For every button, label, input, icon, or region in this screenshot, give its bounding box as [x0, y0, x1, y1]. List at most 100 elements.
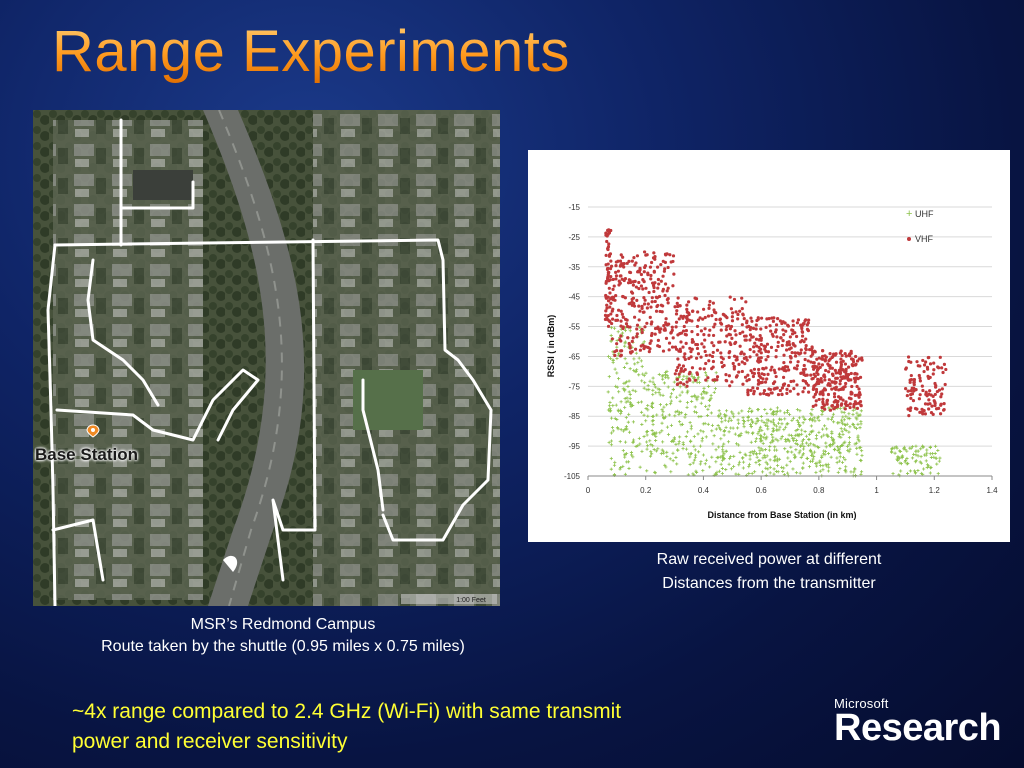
- vhf-point: [625, 318, 629, 322]
- vhf-point: [703, 338, 707, 342]
- vhf-point: [656, 344, 660, 348]
- vhf-point: [679, 369, 683, 373]
- uhf-point: [750, 450, 754, 454]
- uhf-point: [811, 457, 815, 461]
- uhf-point: [838, 467, 842, 471]
- vhf-point: [785, 387, 789, 391]
- vhf-point: [609, 264, 614, 268]
- vhf-point: [818, 378, 823, 382]
- uhf-point: [916, 468, 920, 473]
- uhf-point: [794, 441, 798, 446]
- map-caption-line2: Route taken by the shuttle (0.95 miles x…: [101, 638, 465, 655]
- uhf-point: [803, 429, 807, 434]
- vhf-point: [690, 309, 695, 313]
- vhf-point: [839, 368, 843, 372]
- uhf-point: [693, 405, 697, 409]
- uhf-point: [646, 384, 650, 388]
- uhf-point: [665, 374, 669, 378]
- vhf-point: [649, 322, 653, 326]
- vhf-point: [821, 397, 825, 401]
- uhf-point: [758, 451, 762, 455]
- uhf-point: [704, 373, 708, 377]
- vhf-point: [681, 316, 685, 320]
- vhf-point: [848, 352, 852, 356]
- uhf-point: [797, 416, 802, 420]
- chart-caption: Raw received power at different Distance…: [560, 548, 978, 596]
- vhf-point: [827, 370, 831, 374]
- uhf-point: [776, 439, 780, 443]
- vhf-point: [640, 330, 644, 335]
- uhf-point: [783, 417, 787, 421]
- uhf-point: [625, 361, 629, 365]
- uhf-point: [935, 462, 939, 466]
- vhf-point: [909, 377, 913, 382]
- vhf-point: [707, 303, 711, 307]
- uhf-point: [817, 418, 821, 423]
- uhf-point: [934, 456, 938, 460]
- vhf-point: [939, 395, 943, 399]
- vhf-point: [906, 407, 910, 411]
- vhf-point: [629, 280, 633, 285]
- vhf-point: [661, 287, 666, 291]
- vhf-point: [652, 269, 656, 274]
- uhf-point: [681, 442, 685, 447]
- uhf-point: [678, 393, 682, 397]
- vhf-point: [744, 334, 748, 338]
- uhf-point: [751, 452, 755, 456]
- vhf-point: [647, 350, 651, 354]
- uhf-point: [809, 430, 814, 434]
- vhf-point: [757, 338, 761, 342]
- vhf-point: [909, 373, 913, 378]
- uhf-point: [697, 375, 701, 379]
- vhf-point: [760, 372, 764, 376]
- vhf-point: [837, 388, 841, 392]
- vhf-point: [652, 251, 656, 255]
- uhf-point: [749, 410, 754, 414]
- uhf-point: [845, 444, 850, 449]
- uhf-point: [651, 432, 655, 436]
- uhf-point: [792, 436, 796, 440]
- uhf-point: [853, 425, 857, 429]
- vhf-point: [708, 328, 712, 332]
- uhf-point: [719, 462, 723, 466]
- vhf-point: [751, 386, 755, 390]
- vhf-point: [740, 296, 744, 300]
- vhf-point: [670, 328, 674, 332]
- brand-research: Research: [834, 707, 1002, 749]
- vhf-point: [906, 389, 910, 393]
- vhf-point: [782, 353, 786, 357]
- uhf-point: [665, 403, 669, 407]
- uhf-point: [772, 423, 776, 427]
- vhf-point: [813, 350, 817, 354]
- vhf-point: [676, 296, 680, 300]
- chart-legend: + UHF VHF: [906, 208, 934, 244]
- uhf-point: [786, 409, 790, 413]
- vhf-point: [703, 349, 707, 354]
- uhf-point: [758, 458, 762, 463]
- legend-uhf-marker: +: [906, 208, 912, 220]
- vhf-point: [803, 357, 807, 362]
- uhf-point: [646, 408, 650, 412]
- vhf-point: [630, 339, 634, 344]
- uhf-point: [693, 455, 698, 459]
- uhf-point: [706, 422, 710, 426]
- uhf-point: [671, 388, 675, 392]
- uhf-point: [760, 428, 764, 432]
- vhf-point: [635, 332, 639, 336]
- vhf-point: [633, 315, 637, 319]
- vhf-point: [934, 383, 938, 388]
- legend-vhf-marker: [907, 237, 911, 241]
- uhf-point: [898, 449, 903, 454]
- vhf-point: [820, 349, 825, 353]
- uhf-point: [631, 440, 635, 445]
- vhf-point: [821, 393, 825, 397]
- uhf-point: [860, 453, 864, 458]
- uhf-point: [846, 448, 850, 453]
- uhf-point: [616, 409, 621, 413]
- uhf-point: [818, 460, 822, 465]
- uhf-point: [612, 326, 617, 330]
- vhf-point: [649, 305, 653, 309]
- vhf-point: [679, 340, 683, 344]
- vhf-point: [746, 373, 750, 377]
- vhf-point: [613, 353, 617, 358]
